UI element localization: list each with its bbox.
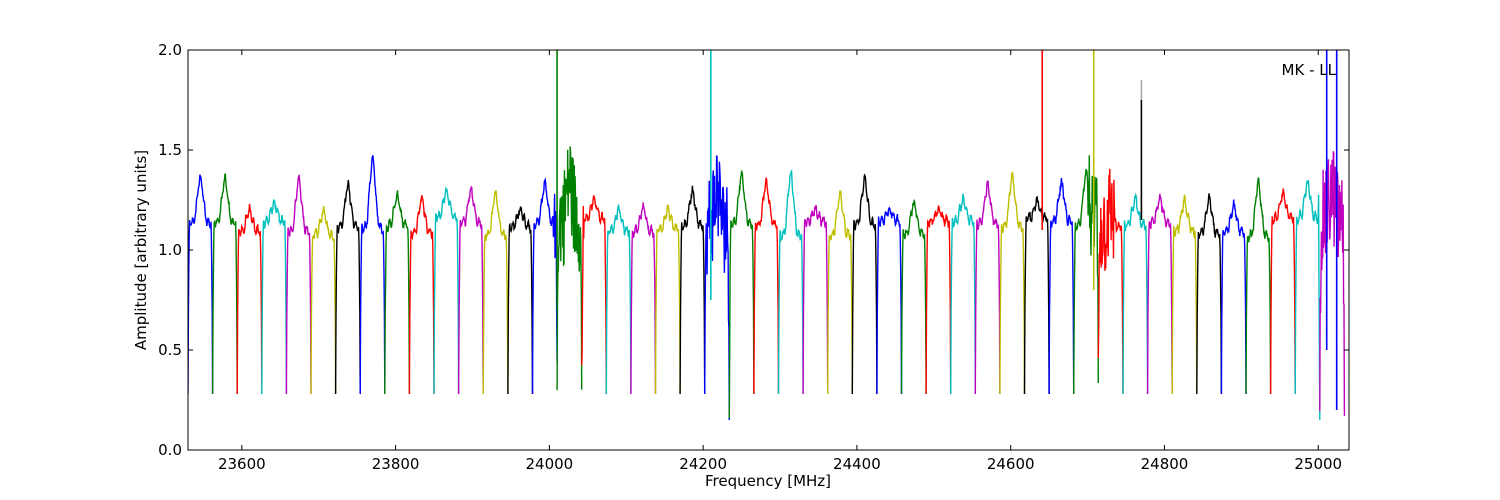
plot-background <box>188 50 1349 450</box>
series-line-channel-19 <box>630 202 657 395</box>
series-line-channel-9 <box>384 190 411 395</box>
series-line-channel-26 <box>802 204 829 395</box>
series-line-channel-5 <box>285 174 312 395</box>
series-line-channel-1 <box>188 174 214 395</box>
series-line-channel-4 <box>261 199 288 395</box>
series-line-channel-20 <box>654 204 681 395</box>
series-line-channel-28 <box>851 173 878 395</box>
series-line-channel-3 <box>236 203 263 395</box>
series-line-channel-42 <box>1196 193 1223 395</box>
spike-layer <box>556 50 1338 410</box>
x-tick-label: 24800 <box>1141 455 1189 473</box>
x-tick-label: 23600 <box>218 455 266 473</box>
series-line-channel-34 <box>999 171 1026 395</box>
series-line-channel-8 <box>359 155 386 395</box>
series-line-channel-36 <box>1048 177 1075 395</box>
series-line-channel-35 <box>1023 196 1050 395</box>
y-tick-label: 1.5 <box>158 141 182 159</box>
series-line-channel-47 <box>1319 151 1346 416</box>
series-line-channel-29 <box>876 206 903 395</box>
series-line-channel-40 <box>1146 193 1173 395</box>
x-tick-label: 24600 <box>987 455 1035 473</box>
series-line-channel-30 <box>900 198 927 395</box>
series-line-channel-25 <box>777 168 804 395</box>
series-line-channel-13 <box>482 190 509 395</box>
series-line-channel-33 <box>974 180 1001 395</box>
series-line-channel-45 <box>1269 188 1296 395</box>
series-line-channel-16 <box>556 146 583 391</box>
series-line-channel-15 <box>531 177 558 395</box>
series-line-channel-10 <box>408 195 435 395</box>
series-line-channel-43 <box>1220 199 1247 395</box>
series-line-channel-2 <box>211 173 238 395</box>
x-tick-label: 24000 <box>526 455 574 473</box>
series-line-channel-31 <box>925 205 952 395</box>
series-line-channel-14 <box>507 206 534 395</box>
series-line-channel-22 <box>704 155 730 421</box>
x-tick-label: 24200 <box>679 455 727 473</box>
series-line-channel-18 <box>605 202 632 395</box>
series-line-channel-38 <box>1097 168 1124 395</box>
series-line-channel-39 <box>1122 192 1149 395</box>
series-line-channel-6 <box>310 205 337 395</box>
series-layer <box>188 146 1346 421</box>
y-axis-label: Amplitude [arbitrary units] <box>132 150 150 350</box>
series-line-channel-46 <box>1294 180 1321 421</box>
series-line-channel-24 <box>753 177 780 395</box>
series-line-channel-32 <box>950 193 976 395</box>
y-tick-label: 1.0 <box>158 241 182 259</box>
series-line-channel-7 <box>334 179 361 395</box>
series-line-channel-23 <box>728 170 755 419</box>
x-axis-label: Frequency [MHz] <box>705 472 831 490</box>
y-tick-label: 0.0 <box>158 441 182 459</box>
series-line-channel-44 <box>1245 177 1272 395</box>
x-tick-label: 25000 <box>1294 455 1342 473</box>
series-line-channel-27 <box>827 190 853 395</box>
y-tick-label: 0.5 <box>158 341 182 359</box>
x-tick-label: 24400 <box>833 455 881 473</box>
series-line-channel-17 <box>581 195 607 395</box>
ticks-layer: 23600 23800 24000 24200 24400 24600 24800 25000… <box>158 41 1349 473</box>
x-tick-label: 23800 <box>372 455 420 473</box>
series-line-channel-11 <box>433 186 460 395</box>
series-line-channel-21 <box>679 185 706 395</box>
series-line-channel-41 <box>1171 193 1198 395</box>
series-line-channel-12 <box>457 185 484 395</box>
chart-annotation: MK - LL <box>1282 61 1337 79</box>
y-tick-label: 2.0 <box>158 41 182 59</box>
